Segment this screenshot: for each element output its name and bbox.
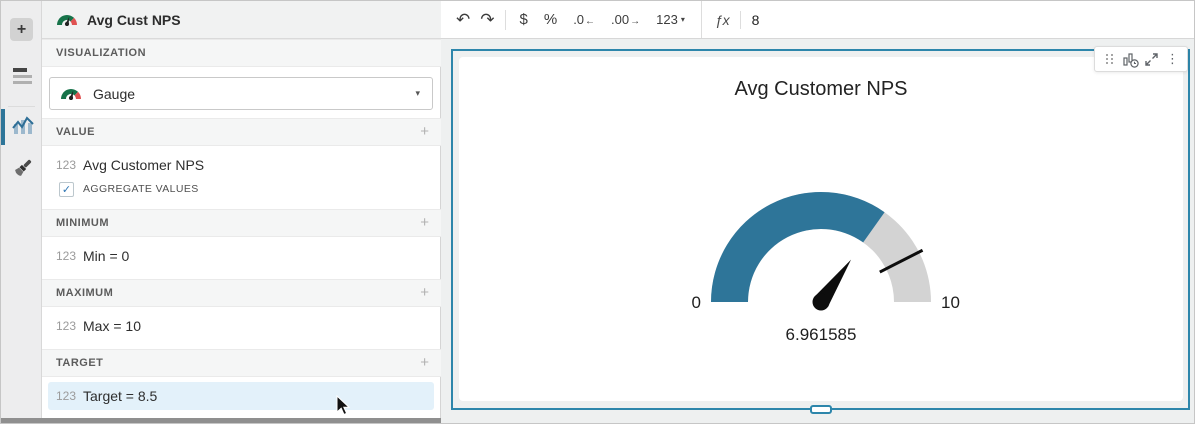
workbook-canvas[interactable]: Avg Customer NPS 0 10 6.961585 <box>441 39 1194 423</box>
kebab-menu-icon[interactable]: ⋮ <box>1166 51 1179 66</box>
chart-title: Avg Customer NPS <box>734 78 908 100</box>
maximum-field-row[interactable]: 123 Max = 10 <box>42 313 441 339</box>
gauge-viz-icon <box>61 89 81 100</box>
explore-chart-icon[interactable] <box>1122 49 1140 69</box>
rail-divider <box>8 106 35 107</box>
config-panel: Avg Cust NPS VISUALIZATION Gauge ▾ VALUE… <box>42 1 441 423</box>
aggregate-values-label: AGGREGATE VALUES <box>83 183 199 195</box>
expand-icon[interactable] <box>1143 49 1161 69</box>
resize-handle[interactable] <box>810 405 832 414</box>
percent-format-button[interactable]: % <box>543 11 558 28</box>
currency-format-button[interactable]: $ <box>519 11 528 28</box>
visualization-dropdown[interactable]: Gauge ▾ <box>49 77 433 110</box>
target-field-row[interactable]: 123 Target = 8.5 <box>48 382 434 410</box>
value-field-row[interactable]: 123 Avg Customer NPS <box>42 152 441 178</box>
gauge-max-label: 10 <box>941 293 960 312</box>
grip-dots <box>1105 54 1114 64</box>
main-area: ↶ ↷ $ % .0 ← .00 → 123 ▾ ƒx 8 <box>441 1 1194 423</box>
add-field-icon[interactable]: + <box>420 123 429 140</box>
formula-value[interactable]: 8 <box>751 11 760 28</box>
decrease-decimals-label: .0 <box>573 12 585 27</box>
add-field-icon[interactable]: + <box>420 354 429 371</box>
increase-decimals-label: .00 <box>611 12 630 27</box>
element-floating-toolbar: ⋮ <box>1094 46 1188 72</box>
number-format-label: 123 <box>656 12 678 27</box>
gauge-target-tick <box>879 248 924 274</box>
layers-line-3 <box>13 81 32 84</box>
section-value: VALUE + <box>42 118 441 146</box>
decrease-decimals-button[interactable]: .0 ← <box>573 12 595 27</box>
minimum-field-row[interactable]: 123 Min = 0 <box>42 243 441 269</box>
section-label: VALUE <box>56 126 95 138</box>
layers-line-2 <box>13 75 32 78</box>
panel-bottom-band <box>1 418 441 423</box>
numeric-type-icon: 123 <box>56 319 77 333</box>
section-label: MAXIMUM <box>56 287 114 299</box>
aggregate-values-checkbox[interactable]: ✓ <box>59 181 74 197</box>
icon-rail: + <box>1 1 42 423</box>
toolbar-divider <box>504 9 506 30</box>
gauge-viz-icon <box>57 15 77 26</box>
gauge-min-label: 0 <box>692 293 701 312</box>
numeric-type-icon: 123 <box>56 389 77 403</box>
undo-icon[interactable]: ↶ <box>456 9 471 29</box>
chevron-down-icon: ▾ <box>680 15 685 24</box>
add-field-icon[interactable]: + <box>420 214 429 231</box>
gauge-svg: 0 10 6.961585 <box>692 191 960 344</box>
section-label: VISUALIZATION <box>56 47 147 59</box>
section-maximum: MAXIMUM + <box>42 279 441 307</box>
fx-icon: ƒx <box>714 11 730 28</box>
chevron-down-icon: ▾ <box>415 88 420 98</box>
numeric-type-icon: 123 <box>56 158 77 172</box>
arrow-right-icon: → <box>630 16 641 27</box>
arrow-left-icon: ← <box>585 16 596 27</box>
minimum-field-label: Min = 0 <box>83 248 130 264</box>
target-field-label: Target = 8.5 <box>83 388 158 404</box>
gauge-chart-element[interactable]: Avg Customer NPS 0 10 6.961585 <box>459 57 1183 401</box>
page-elements-icon[interactable] <box>13 67 33 87</box>
aggregate-values-row: ✓ AGGREGATE VALUES <box>42 178 441 200</box>
section-label: TARGET <box>56 357 104 369</box>
number-format-dropdown[interactable]: 123 ▾ <box>656 12 685 27</box>
element-title: Avg Cust NPS <box>87 11 181 28</box>
active-tab-indicator <box>1 109 5 145</box>
formatting-toolbar: ↶ ↷ $ % .0 ← .00 → 123 ▾ ƒx 8 <box>441 1 1194 39</box>
style-brush-icon[interactable] <box>12 157 34 183</box>
value-field-label: Avg Customer NPS <box>83 157 205 173</box>
formula-bar[interactable]: ƒx 8 <box>700 1 1194 38</box>
section-target: TARGET + <box>42 349 441 377</box>
section-label: MINIMUM <box>56 217 109 229</box>
add-field-icon[interactable]: + <box>420 284 429 301</box>
maximum-field-label: Max = 10 <box>83 318 141 334</box>
layers-line-1 <box>13 68 27 72</box>
mouse-cursor <box>336 395 351 416</box>
gauge-value-label: 6.961585 <box>786 325 857 344</box>
increase-decimals-button[interactable]: .00 → <box>611 12 640 27</box>
element-header: Avg Cust NPS <box>42 1 441 39</box>
formula-divider <box>739 10 741 29</box>
drag-handle-icon[interactable] <box>1101 49 1119 69</box>
chart-properties-icon[interactable] <box>12 113 34 137</box>
add-element-button[interactable]: + <box>10 18 33 41</box>
visualization-selected: Gauge <box>93 85 136 102</box>
redo-icon[interactable]: ↷ <box>480 9 495 29</box>
section-minimum: MINIMUM + <box>42 209 441 237</box>
gauge-value-arc <box>711 191 885 302</box>
section-visualization: VISUALIZATION <box>42 39 441 67</box>
gauge-needle-hub <box>812 293 830 311</box>
numeric-type-icon: 123 <box>56 249 77 263</box>
